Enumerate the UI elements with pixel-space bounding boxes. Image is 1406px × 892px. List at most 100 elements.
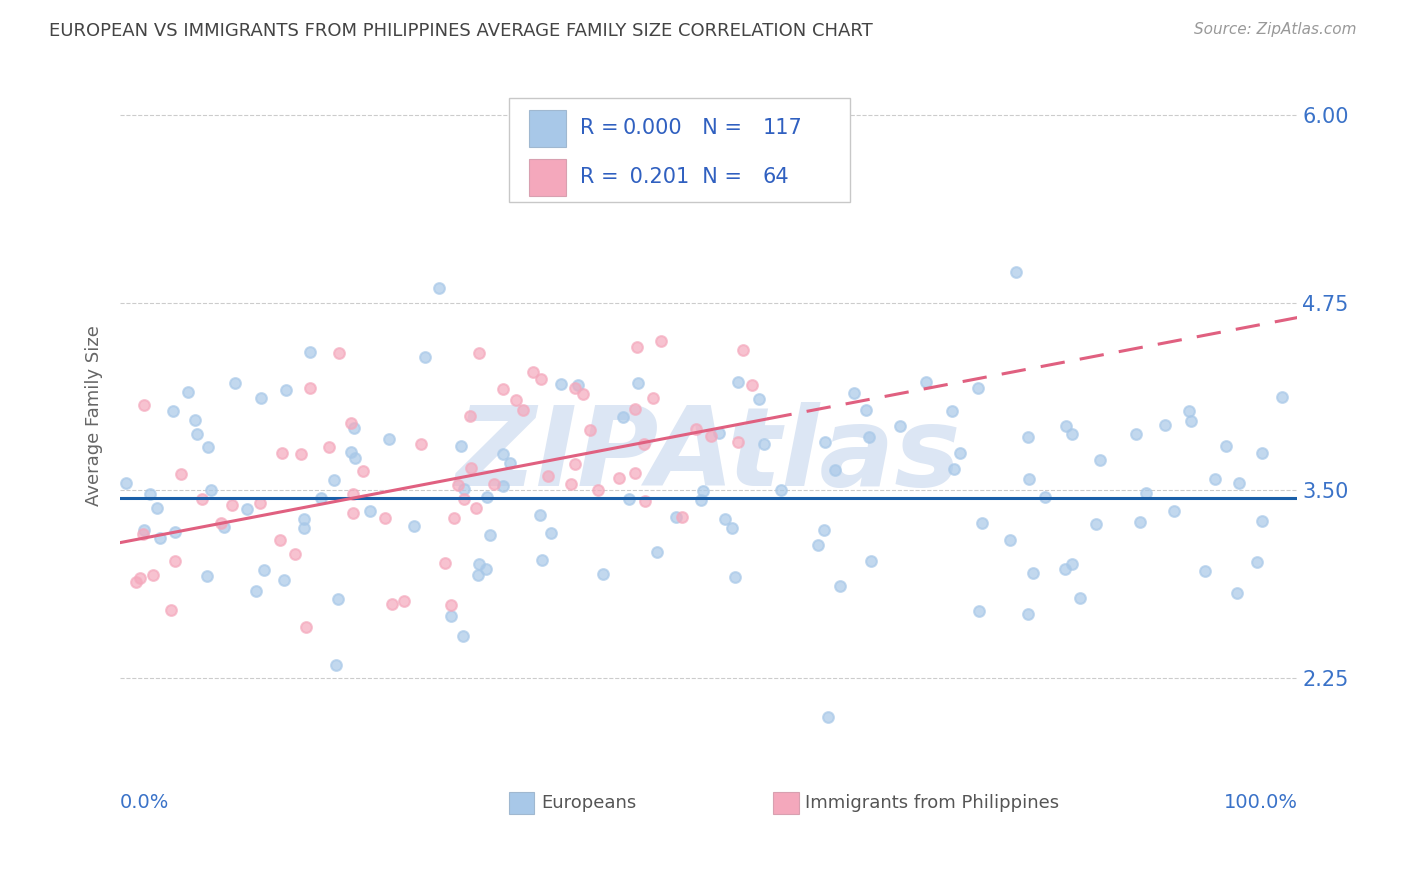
Point xyxy=(475,562,498,576)
Point xyxy=(855,403,877,417)
Point xyxy=(292,512,315,526)
Point xyxy=(292,521,315,535)
Point xyxy=(342,486,364,500)
Point xyxy=(125,574,148,589)
Point xyxy=(413,350,436,364)
Text: N =: N = xyxy=(689,119,748,138)
Point xyxy=(451,629,474,643)
Point xyxy=(475,490,498,504)
Point xyxy=(949,446,972,460)
Point xyxy=(344,451,367,466)
Point xyxy=(550,377,572,392)
Point xyxy=(484,476,506,491)
Point xyxy=(560,477,582,491)
Point xyxy=(1033,491,1056,505)
Point xyxy=(564,457,586,471)
Point xyxy=(1153,418,1175,433)
Point xyxy=(200,483,222,497)
Point xyxy=(970,516,993,530)
FancyBboxPatch shape xyxy=(509,98,851,202)
Point xyxy=(1060,426,1083,441)
Point xyxy=(290,447,312,461)
Y-axis label: Average Family Size: Average Family Size xyxy=(86,325,103,506)
Point xyxy=(536,469,558,483)
Point xyxy=(163,525,186,540)
Text: R =: R = xyxy=(581,168,626,187)
Point xyxy=(271,446,294,460)
Point xyxy=(134,398,156,412)
Point xyxy=(343,420,366,434)
Point xyxy=(721,521,744,535)
Point xyxy=(733,343,755,358)
Point xyxy=(374,510,396,524)
Point xyxy=(586,483,609,497)
Point xyxy=(998,533,1021,547)
Point xyxy=(692,484,714,499)
Point xyxy=(567,378,589,392)
Point xyxy=(1215,439,1237,453)
Point xyxy=(273,573,295,587)
Point xyxy=(633,494,655,508)
Point xyxy=(134,523,156,537)
Point xyxy=(592,567,614,582)
FancyBboxPatch shape xyxy=(529,159,567,196)
Point xyxy=(1017,430,1039,444)
Point xyxy=(941,404,963,418)
Point xyxy=(453,482,475,496)
Point xyxy=(1018,472,1040,486)
Point xyxy=(467,568,489,582)
Point xyxy=(433,556,456,570)
Point xyxy=(253,563,276,577)
Text: R =: R = xyxy=(581,119,626,138)
Text: 64: 64 xyxy=(763,168,790,187)
Point xyxy=(249,496,271,510)
Point xyxy=(1204,472,1226,486)
Text: Immigrants from Philippines: Immigrants from Philippines xyxy=(806,794,1059,812)
Point xyxy=(339,416,361,430)
Point xyxy=(411,437,433,451)
Point xyxy=(645,545,668,559)
Point xyxy=(741,378,763,392)
Point xyxy=(447,478,470,492)
Point xyxy=(224,376,246,391)
Point xyxy=(967,604,990,618)
Point xyxy=(1021,566,1043,581)
Point xyxy=(212,520,235,534)
Point xyxy=(1084,517,1107,532)
Point xyxy=(440,609,463,624)
Point xyxy=(162,404,184,418)
Point xyxy=(564,382,586,396)
Point xyxy=(814,435,837,450)
Point xyxy=(491,382,513,396)
Point xyxy=(450,439,472,453)
Point xyxy=(170,467,193,481)
Point xyxy=(249,391,271,405)
Point xyxy=(1060,558,1083,572)
Point xyxy=(1271,390,1294,404)
Point xyxy=(529,508,551,522)
Point xyxy=(824,462,846,476)
Point xyxy=(942,462,965,476)
Point xyxy=(1069,591,1091,605)
Point xyxy=(236,502,259,516)
Point xyxy=(165,554,187,568)
Text: Source: ZipAtlas.com: Source: ZipAtlas.com xyxy=(1194,22,1357,37)
Point xyxy=(159,603,181,617)
Point xyxy=(195,569,218,583)
Point xyxy=(889,418,911,433)
Point xyxy=(1129,515,1152,529)
Point xyxy=(139,487,162,501)
Point xyxy=(299,381,322,395)
FancyBboxPatch shape xyxy=(529,110,567,147)
Point xyxy=(1054,418,1077,433)
Point xyxy=(1194,564,1216,578)
Point xyxy=(914,375,936,389)
Point xyxy=(858,429,880,443)
Point xyxy=(128,571,150,585)
Point xyxy=(859,554,882,568)
Point xyxy=(294,620,316,634)
Point xyxy=(512,402,534,417)
Point xyxy=(209,516,232,530)
Point xyxy=(149,532,172,546)
Point xyxy=(326,591,349,606)
